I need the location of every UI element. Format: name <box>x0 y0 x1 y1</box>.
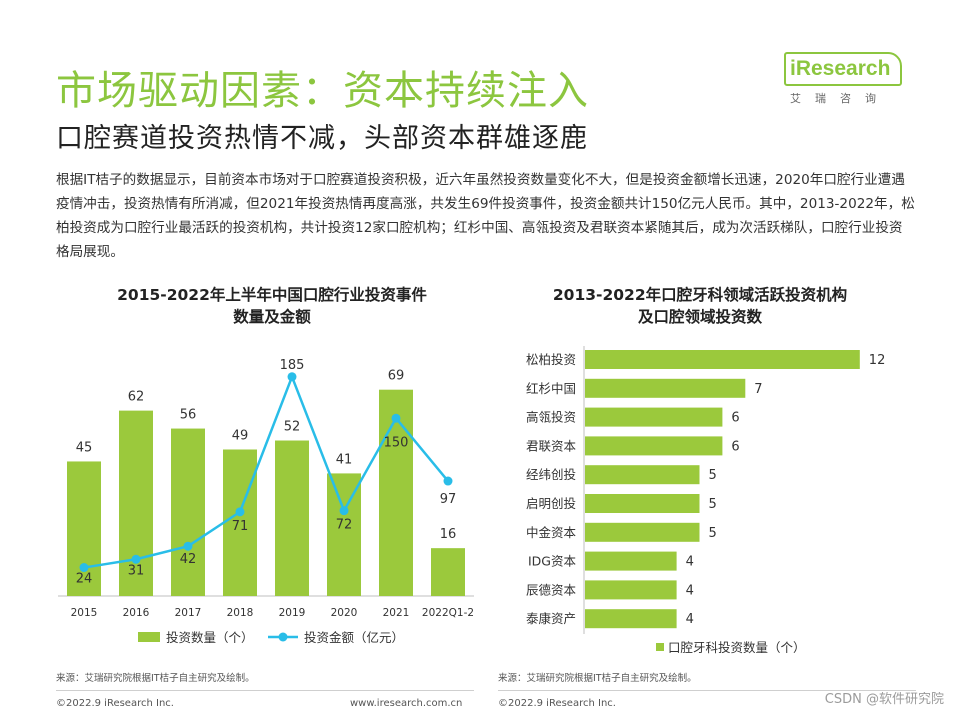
bar-label-2017: 56 <box>180 408 197 423</box>
bar-2021 <box>379 389 413 596</box>
x-tick-2021: 2021 <box>383 607 410 619</box>
footer-url[interactable]: www.iresearch.com.cn <box>350 698 463 709</box>
line-point-2018 <box>235 507 245 517</box>
line-point-2020 <box>339 506 349 516</box>
bar-2015 <box>67 461 101 596</box>
right-chart-title-line2: 及口腔领域投资数 <box>637 308 762 326</box>
line-label-2016: 31 <box>128 563 145 578</box>
hbar-category-启明创投: 启明创投 <box>526 496 576 511</box>
hbar-category-泰康资产: 泰康资产 <box>526 611 576 626</box>
bar-label-2018: 49 <box>232 428 249 443</box>
right-chart-title: 2013-2022年口腔牙科领域活跃投资机构 及口腔领域投资数 <box>500 284 900 328</box>
footer-divider-left <box>56 690 474 691</box>
x-tick-2018: 2018 <box>227 607 254 619</box>
legend-label-hbar: 口腔牙科投资数量（个） <box>668 640 806 655</box>
hbar-value-中金资本: 5 <box>709 526 717 541</box>
x-tick-2019: 2019 <box>279 607 306 619</box>
right-chart-title-line1: 2013-2022年口腔牙科领域活跃投资机构 <box>552 286 848 304</box>
legend-label-bar: 投资数量（个） <box>166 630 254 645</box>
hbar-value-辰德资本: 4 <box>686 583 694 598</box>
hbar-category-IDG资本: IDG资本 <box>528 554 576 569</box>
hbar-value-松柏投资: 12 <box>869 353 886 368</box>
line-label-2019: 185 <box>280 358 305 373</box>
logo-frame <box>784 52 902 86</box>
line-label-2018: 71 <box>232 519 249 534</box>
left-chart-title-line2: 数量及金额 <box>233 308 311 326</box>
hbar-value-高瓴投资: 6 <box>731 411 739 426</box>
line-point-2021 <box>391 413 401 423</box>
line-label-2015: 24 <box>76 572 93 587</box>
hbar-红杉中国 <box>585 378 746 398</box>
hbar-category-经纬创投: 经纬创投 <box>526 467 576 482</box>
bar-2016 <box>119 410 153 596</box>
line-label-2022Q1-2: 97 <box>440 492 457 507</box>
hbar-启明创投 <box>585 494 700 513</box>
hbar-category-红杉中国: 红杉中国 <box>526 381 576 396</box>
hbar-value-IDG资本: 4 <box>686 555 694 570</box>
legend-swatch-bar <box>138 632 160 642</box>
hbar-经纬创投 <box>585 465 700 485</box>
bar-label-2021: 69 <box>388 369 405 384</box>
line-label-2020: 72 <box>336 518 353 533</box>
hbar-辰德资本 <box>585 580 677 600</box>
bar-2020 <box>327 473 361 596</box>
hbar-value-泰康资产: 4 <box>686 612 694 627</box>
bar-label-2022Q1-2: 16 <box>440 527 457 542</box>
legend-swatch-hbar <box>656 643 664 651</box>
bar-label-2015: 45 <box>76 440 93 455</box>
hbar-value-启明创投: 5 <box>709 497 717 512</box>
hbar-中金资本 <box>585 522 700 542</box>
legend-label-line: 投资金额（亿元） <box>304 630 404 645</box>
x-tick-2015: 2015 <box>71 607 98 619</box>
line-label-2017: 42 <box>180 552 197 567</box>
x-tick-2016: 2016 <box>123 607 150 619</box>
hbar-value-君联资本: 6 <box>731 439 739 454</box>
legend-swatch-line-dot <box>278 632 288 642</box>
bar-label-2016: 62 <box>128 390 145 405</box>
watermark: CSDN @软件研究院 <box>824 692 944 707</box>
right-source-note: 来源：艾瑞研究院根据IT桔子自主研究及绘制。 <box>498 673 697 684</box>
line-label-2021: 150 <box>384 435 409 450</box>
bar-2017 <box>171 428 205 596</box>
hbar-君联资本 <box>585 436 723 456</box>
hbar-category-辰德资本: 辰德资本 <box>526 582 577 597</box>
hbar-category-中金资本: 中金资本 <box>526 525 577 540</box>
left-source-note: 来源：艾瑞研究院根据IT桔子自主研究及绘制。 <box>56 673 255 684</box>
left-chart-title: 2015-2022年上半年中国口腔行业投资事件 数量及金额 <box>72 284 472 328</box>
logo-cn-text: 艾瑞咨询 <box>790 92 890 105</box>
footer-divider-right <box>498 690 916 691</box>
bar-label-2019: 52 <box>284 420 301 435</box>
x-tick-2022Q1-2: 2022Q1-2 <box>422 607 474 619</box>
bar-2018 <box>223 449 257 596</box>
hbar-高瓴投资 <box>585 407 723 427</box>
line-point-2015 <box>79 563 89 573</box>
left-chart-title-line1: 2015-2022年上半年中国口腔行业投资事件 <box>117 286 427 304</box>
hbar-category-高瓴投资: 高瓴投资 <box>526 410 576 425</box>
hbar-value-经纬创投: 5 <box>709 468 717 483</box>
page-title: 市场驱动因素：资本持续注入 <box>56 68 589 114</box>
line-point-2019 <box>287 372 297 382</box>
bar-2019 <box>275 440 309 596</box>
description-paragraph: 根据IT桔子的数据显示，目前资本市场对于口腔赛道投资积极，近六年虽然投资数量变化… <box>56 172 915 260</box>
footer-copyright-right: ©2022.9 iResearch Inc. <box>498 698 616 709</box>
hbar-value-红杉中国: 7 <box>754 382 762 397</box>
bar-2022Q1-2 <box>431 548 465 596</box>
x-tick-2017: 2017 <box>175 607 202 619</box>
hbar-IDG资本 <box>585 551 677 571</box>
hbar-松柏投资 <box>585 350 860 369</box>
iresearch-logo: iResearch 艾瑞咨询 <box>784 52 904 108</box>
hbar-category-君联资本: 君联资本 <box>526 438 577 453</box>
hbar-category-松柏投资: 松柏投资 <box>526 352 576 367</box>
x-tick-2020: 2020 <box>331 607 358 619</box>
amount-line <box>83 373 449 569</box>
line-point-2017 <box>183 541 193 551</box>
logo-text: iResearch <box>790 57 891 80</box>
line-point-2022Q1-2 <box>443 476 453 486</box>
page-subtitle: 口腔赛道投资热情不减，头部资本群雄逐鹿 <box>56 123 588 154</box>
line-point-2016 <box>131 554 141 564</box>
bar-label-2020: 41 <box>336 452 353 467</box>
hbar-泰康资产 <box>585 609 677 629</box>
footer-copyright-left: ©2022.9 iResearch Inc. <box>56 698 174 709</box>
